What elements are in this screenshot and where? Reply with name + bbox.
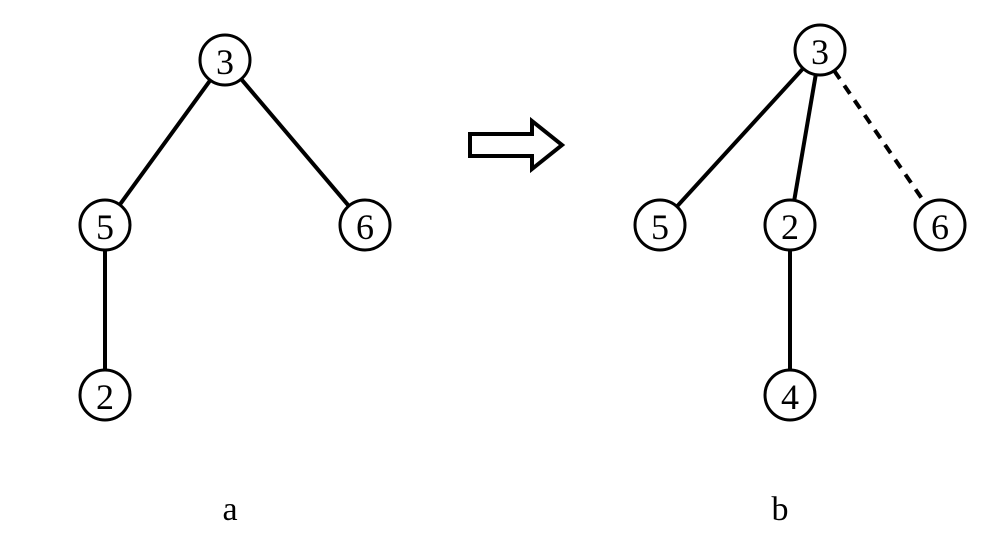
node-label: 6: [356, 207, 374, 247]
node-a3: 3: [200, 35, 250, 85]
node-b2: 2: [765, 200, 815, 250]
node-label: 6: [931, 207, 949, 247]
node-a2: 2: [80, 370, 130, 420]
node-label: 2: [96, 377, 114, 417]
caption-a: a: [222, 491, 237, 528]
node-b6: 6: [915, 200, 965, 250]
node-a6: 6: [340, 200, 390, 250]
node-label: 5: [651, 207, 669, 247]
node-b4: 4: [765, 370, 815, 420]
node-label: 3: [216, 42, 234, 82]
caption-b: b: [772, 491, 789, 528]
diagram-canvas: 3 5 6 2 a 3 5 2 6 4 b: [0, 0, 1000, 548]
node-label: 5: [96, 207, 114, 247]
node-label: 4: [781, 377, 799, 417]
node-label: 2: [781, 207, 799, 247]
node-a5: 5: [80, 200, 130, 250]
node-b5: 5: [635, 200, 685, 250]
node-label: 3: [811, 32, 829, 72]
node-b3: 3: [795, 25, 845, 75]
background: [0, 0, 1000, 548]
